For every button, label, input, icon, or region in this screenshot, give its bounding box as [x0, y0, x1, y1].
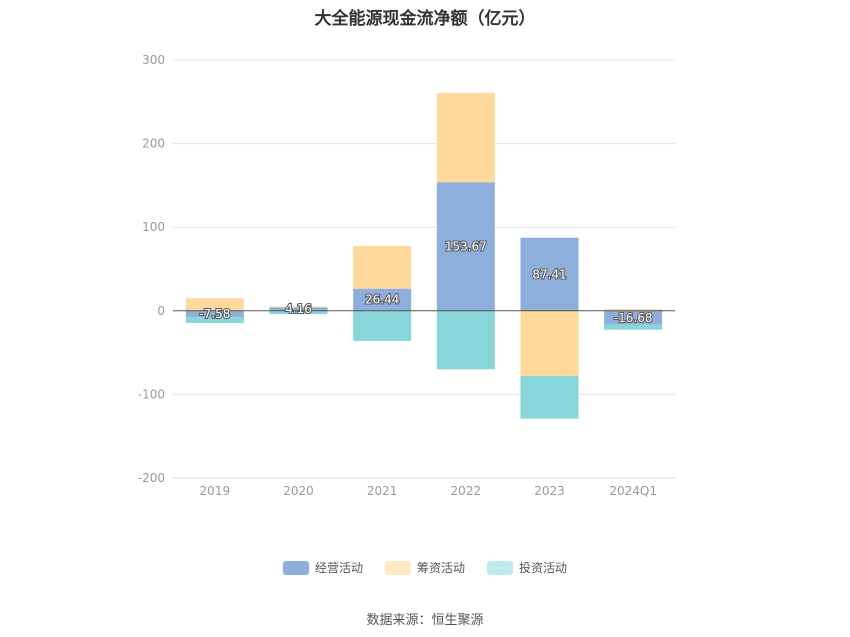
- y-tick-label: -200: [138, 471, 165, 485]
- bar-operating: [436, 182, 495, 311]
- legend-label: 筹资活动: [416, 561, 465, 575]
- legend-label: 投资活动: [519, 561, 568, 575]
- bar-financing: [520, 310, 579, 377]
- legend-swatch: [384, 560, 411, 575]
- x-tick-label: 2024Q1: [609, 484, 657, 498]
- legend-item[interactable]: 经营活动: [282, 559, 363, 576]
- y-tick-label: 100: [142, 220, 165, 234]
- legend-item[interactable]: 投资活动: [487, 559, 567, 576]
- bar-financing: [269, 306, 328, 308]
- bar-value-label: -7.58: [199, 307, 230, 321]
- bar-operating: [269, 307, 328, 311]
- bar-financing: [185, 298, 244, 311]
- bar-investing: [436, 310, 495, 370]
- bar-financing: [436, 92, 495, 183]
- grid-lines: [173, 59, 675, 479]
- legend-swatch: [487, 560, 513, 575]
- y-tick-label: 300: [142, 53, 165, 67]
- legend-item[interactable]: 筹资活动: [384, 559, 465, 576]
- x-tick-label: 2023: [534, 484, 565, 498]
- bar-financing: [604, 309, 663, 311]
- bar-investing: [520, 376, 579, 419]
- legend-label: 经营活动: [314, 561, 363, 575]
- bar-value-label: 26.44: [365, 293, 399, 307]
- y-tick-label: -100: [138, 387, 165, 401]
- y-tick-label: 200: [142, 137, 165, 151]
- bar-value-label: 4.16: [285, 302, 312, 316]
- x-tick-label: 2020: [283, 484, 314, 498]
- chart-plot: 300 200 100 0 -100 -200 2019 2020 2021 2022 2023 20…: [138, 53, 675, 498]
- source-note: 数据来源：恒生聚源: [366, 613, 484, 628]
- bar-value-label: 87.41: [532, 267, 566, 281]
- legend-swatch: [282, 560, 309, 575]
- x-tick-label: 2021: [367, 484, 398, 498]
- bar-operating: [520, 237, 579, 311]
- bar-operating: [353, 288, 412, 311]
- bars: [185, 92, 663, 419]
- bar-investing: [604, 324, 663, 330]
- bar-financing: [353, 246, 412, 289]
- axes: 300 200 100 0 -100 -200 2019 2020 2021 2022 2023 20…: [138, 53, 675, 498]
- bar-investing: [269, 310, 328, 315]
- bar-operating: [185, 310, 244, 318]
- chart-title: 大全能源现金流净额（亿元）: [314, 9, 536, 29]
- data-labels: -7.58 4.16 26.44 153.67 87.41 -16.68: [198, 239, 653, 326]
- bar-investing: [353, 310, 412, 341]
- x-tick-label: 2022: [451, 484, 482, 498]
- bar-value-label: 153.67: [445, 240, 487, 254]
- legend: 经营活动 筹资活动 投资活动: [0, 559, 850, 576]
- bar-investing: [185, 317, 244, 323]
- bar-value-label: -16.68: [614, 311, 653, 325]
- x-tick-label: 2019: [200, 484, 231, 498]
- bar-operating: [604, 310, 663, 325]
- y-tick-label: 0: [157, 304, 165, 318]
